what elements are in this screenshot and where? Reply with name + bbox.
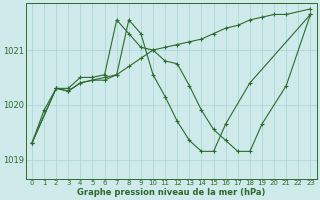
X-axis label: Graphe pression niveau de la mer (hPa): Graphe pression niveau de la mer (hPa) — [77, 188, 265, 197]
